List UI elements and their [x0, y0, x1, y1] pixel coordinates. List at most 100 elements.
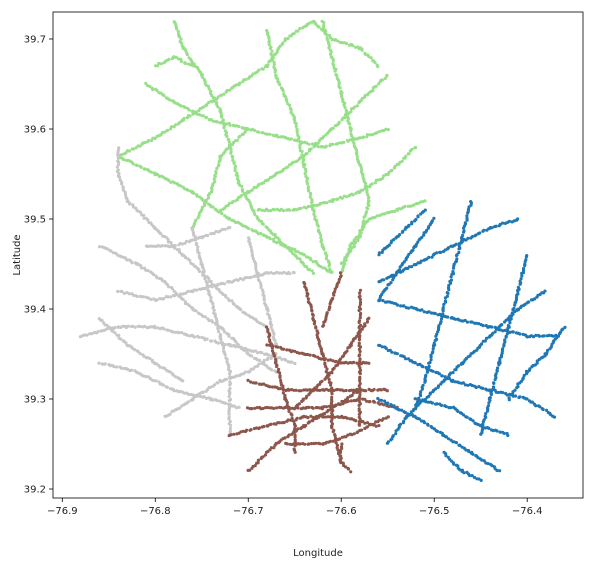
- data-point: [444, 404, 448, 409]
- data-point: [343, 105, 347, 110]
- data-point: [296, 427, 300, 431]
- data-point: [386, 283, 390, 287]
- y-tick-label: 39.4: [24, 305, 46, 316]
- data-point: [272, 446, 276, 450]
- data-point: [144, 375, 148, 379]
- data-point: [319, 240, 323, 244]
- data-point: [269, 342, 273, 346]
- data-point: [357, 341, 361, 345]
- data-point: [149, 297, 153, 301]
- data-point: [272, 62, 276, 66]
- x-tick-label: −76.4: [512, 506, 543, 517]
- data-point: [474, 385, 478, 390]
- data-point: [534, 333, 538, 337]
- data-point: [356, 160, 361, 164]
- data-point: [119, 337, 123, 341]
- data-point: [356, 238, 360, 243]
- data-point: [208, 385, 212, 389]
- data-point: [481, 420, 485, 424]
- data-point: [358, 291, 362, 295]
- data-point: [312, 145, 316, 149]
- data-point: [221, 346, 226, 350]
- data-point: [509, 393, 513, 397]
- data-point: [122, 291, 126, 295]
- data-point: [222, 92, 226, 96]
- data-point: [207, 276, 211, 280]
- data-point: [360, 48, 364, 52]
- data-point: [162, 327, 166, 331]
- data-point: [363, 222, 367, 226]
- data-point: [158, 296, 162, 301]
- data-point: [323, 415, 328, 419]
- data-point: [358, 189, 362, 193]
- data-point: [466, 211, 470, 215]
- data-point: [272, 354, 276, 358]
- data-point: [218, 399, 222, 403]
- data-point: [289, 108, 293, 112]
- data-point: [187, 392, 191, 397]
- data-point: [116, 156, 120, 160]
- data-point: [260, 208, 264, 212]
- data-point: [413, 146, 417, 150]
- data-point: [351, 339, 355, 343]
- data-point: [350, 138, 355, 142]
- data-point: [306, 416, 310, 420]
- data-point: [354, 419, 358, 423]
- data-point: [272, 271, 276, 276]
- data-point: [377, 82, 381, 86]
- data-point: [274, 442, 278, 446]
- data-point: [275, 364, 279, 369]
- data-point: [85, 333, 89, 337]
- data-point: [256, 351, 260, 355]
- data-point: [450, 379, 454, 383]
- data-point: [490, 388, 494, 392]
- data-point: [115, 165, 119, 169]
- data-point: [188, 258, 192, 262]
- data-point: [551, 334, 556, 338]
- data-point: [440, 374, 444, 378]
- data-point: [227, 417, 231, 421]
- data-point: [131, 162, 135, 166]
- data-point: [407, 223, 411, 227]
- data-point: [347, 247, 351, 252]
- data-point: [287, 409, 291, 413]
- data-point: [140, 266, 144, 270]
- data-point: [444, 435, 449, 439]
- data-point: [253, 365, 257, 369]
- data-point: [145, 356, 150, 360]
- data-point: [236, 278, 240, 282]
- data-point: [171, 56, 175, 60]
- data-point: [508, 330, 512, 334]
- data-point: [215, 398, 219, 403]
- data-point: [421, 365, 425, 369]
- data-point: [317, 139, 321, 143]
- data-point: [317, 441, 321, 445]
- data-point: [167, 328, 171, 332]
- data-point: [366, 199, 370, 203]
- data-point: [211, 398, 215, 402]
- data-point: [323, 362, 327, 366]
- data-point: [490, 226, 494, 230]
- data-point: [254, 381, 258, 385]
- data-point: [446, 315, 450, 319]
- data-point: [322, 358, 326, 362]
- data-point: [513, 394, 518, 398]
- data-point: [371, 132, 375, 137]
- data-point: [439, 382, 443, 386]
- data-point: [417, 417, 421, 421]
- data-point: [247, 190, 251, 194]
- data-point: [394, 432, 398, 436]
- data-point: [212, 308, 216, 312]
- data-point: [337, 82, 341, 86]
- data-point: [357, 295, 361, 299]
- data-point: [334, 364, 338, 368]
- data-point: [330, 426, 334, 430]
- data-point: [302, 165, 306, 169]
- data-point: [347, 250, 351, 254]
- data-point: [423, 380, 427, 384]
- data-point: [169, 295, 173, 299]
- data-point: [358, 324, 362, 328]
- data-point: [171, 373, 175, 377]
- data-point: [148, 357, 152, 361]
- data-point: [256, 208, 260, 212]
